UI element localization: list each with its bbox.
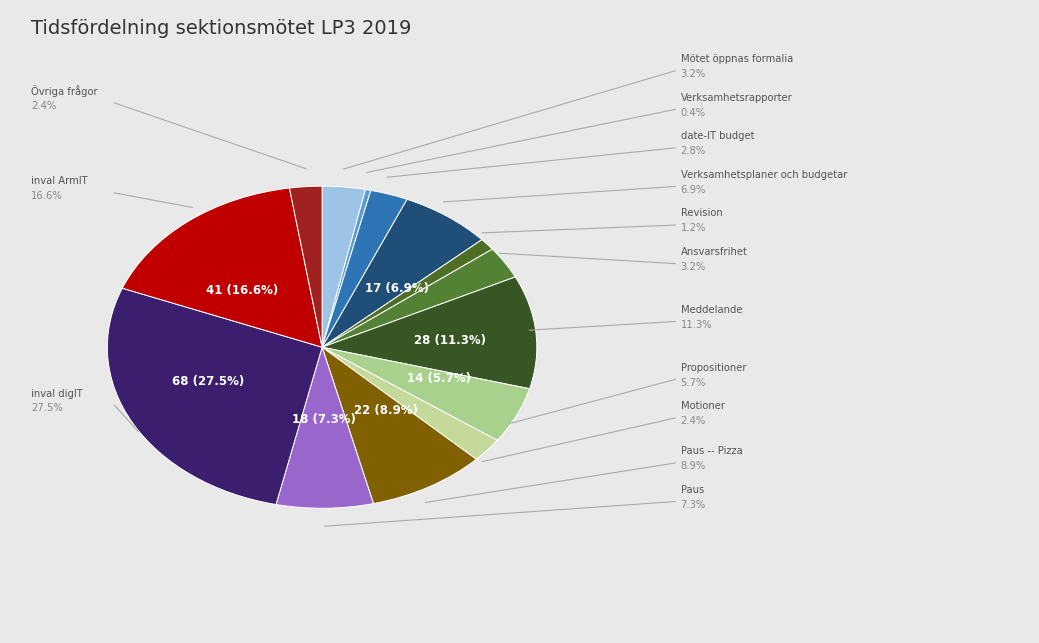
Text: Övriga frågor: Övriga frågor bbox=[31, 86, 98, 97]
Wedge shape bbox=[322, 347, 476, 503]
Text: 7.3%: 7.3% bbox=[681, 500, 705, 510]
Text: inval digIT: inval digIT bbox=[31, 388, 83, 399]
Wedge shape bbox=[290, 186, 322, 347]
Text: Paus: Paus bbox=[681, 485, 703, 495]
Text: 16.6%: 16.6% bbox=[31, 191, 63, 201]
Text: 17 (6.9%): 17 (6.9%) bbox=[366, 282, 429, 295]
Text: 5.7%: 5.7% bbox=[681, 377, 705, 388]
Text: 1.2%: 1.2% bbox=[681, 223, 705, 233]
Text: date-IT budget: date-IT budget bbox=[681, 131, 754, 141]
Text: 18 (7.3%): 18 (7.3%) bbox=[292, 413, 355, 426]
Wedge shape bbox=[322, 190, 371, 347]
Wedge shape bbox=[322, 186, 366, 347]
Text: 27.5%: 27.5% bbox=[31, 403, 63, 413]
Text: Meddelande: Meddelande bbox=[681, 305, 742, 315]
Text: 3.2%: 3.2% bbox=[681, 262, 705, 272]
Wedge shape bbox=[322, 347, 530, 440]
Text: 68 (27.5%): 68 (27.5%) bbox=[172, 375, 244, 388]
Text: Mötet öppnas formalia: Mötet öppnas formalia bbox=[681, 54, 793, 64]
Wedge shape bbox=[322, 240, 492, 347]
Text: 8.9%: 8.9% bbox=[681, 461, 705, 471]
Text: Motioner: Motioner bbox=[681, 401, 724, 412]
Text: inval ArmIT: inval ArmIT bbox=[31, 176, 87, 186]
Text: 0.4%: 0.4% bbox=[681, 107, 705, 118]
Text: 2.4%: 2.4% bbox=[681, 416, 705, 426]
Text: 6.9%: 6.9% bbox=[681, 185, 705, 195]
Wedge shape bbox=[322, 277, 537, 389]
Text: 2.4%: 2.4% bbox=[31, 101, 56, 111]
Text: 22 (8.9%): 22 (8.9%) bbox=[354, 404, 419, 417]
Text: 14 (5.7%): 14 (5.7%) bbox=[406, 372, 471, 385]
Text: 2.8%: 2.8% bbox=[681, 146, 705, 156]
Text: Paus -- Pizza: Paus -- Pizza bbox=[681, 446, 742, 457]
Text: Revision: Revision bbox=[681, 208, 722, 219]
Text: 28 (11.3%): 28 (11.3%) bbox=[415, 334, 486, 347]
Text: 3.2%: 3.2% bbox=[681, 69, 705, 79]
Text: Propositioner: Propositioner bbox=[681, 363, 746, 373]
Text: 41 (16.6%): 41 (16.6%) bbox=[206, 284, 277, 297]
Text: Verksamhetsplaner och budgetar: Verksamhetsplaner och budgetar bbox=[681, 170, 847, 180]
Text: Verksamhetsrapporter: Verksamhetsrapporter bbox=[681, 93, 793, 103]
Wedge shape bbox=[322, 199, 482, 347]
Text: Tidsfördelning sektionsmötet LP3 2019: Tidsfördelning sektionsmötet LP3 2019 bbox=[31, 19, 411, 39]
Wedge shape bbox=[123, 188, 322, 347]
Text: Ansvarsfrihet: Ansvarsfrihet bbox=[681, 247, 747, 257]
Wedge shape bbox=[322, 249, 515, 347]
Wedge shape bbox=[107, 288, 322, 505]
Wedge shape bbox=[276, 347, 373, 508]
Text: 11.3%: 11.3% bbox=[681, 320, 712, 330]
Wedge shape bbox=[322, 347, 498, 459]
Wedge shape bbox=[322, 190, 407, 347]
